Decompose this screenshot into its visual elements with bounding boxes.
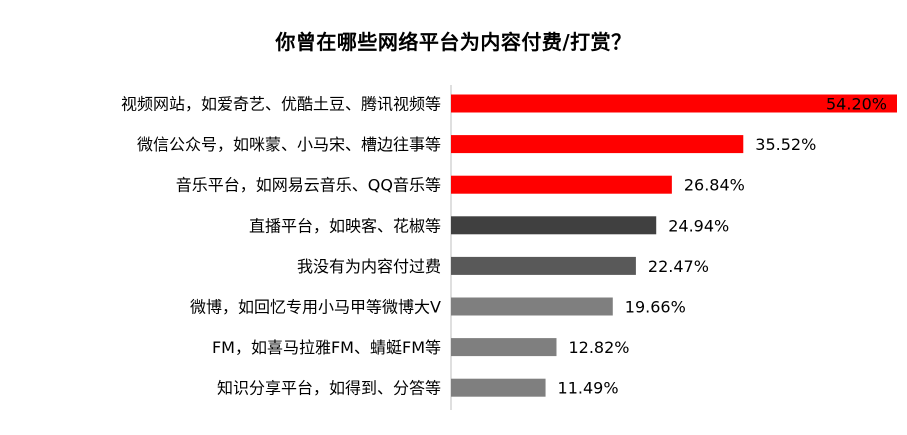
data-label: 11.49% xyxy=(558,379,619,398)
chart-title: 你曾在哪些网络平台为内容付费/打赏？ xyxy=(275,30,632,54)
category-label: 直播平台，如映客、花椒等 xyxy=(249,216,441,235)
category-label: 微信公众号，如咪蒙、小马宋、槽边往事等 xyxy=(137,135,441,154)
bar xyxy=(451,175,672,194)
data-label: 12.82% xyxy=(568,338,629,357)
bar xyxy=(451,256,636,275)
category-label: 知识分享平台，如得到、分答等 xyxy=(217,379,441,398)
data-label: 19.66% xyxy=(625,298,686,317)
data-label: 22.47% xyxy=(648,257,709,276)
category-label: 音乐平台，如网易云音乐、QQ音乐等 xyxy=(176,176,441,195)
category-label: 视频网站，如爱奇艺、优酷土豆、腾讯视频等 xyxy=(121,95,441,114)
bar xyxy=(451,378,546,397)
data-label: 35.52% xyxy=(755,135,816,154)
bar xyxy=(451,297,613,316)
category-label: FM，如喜马拉雅FM、蜻蜓FM等 xyxy=(212,338,441,357)
bar xyxy=(451,94,897,113)
bar xyxy=(451,216,657,235)
bar xyxy=(451,338,557,357)
data-label: 54.20% xyxy=(826,95,887,114)
bar xyxy=(451,135,744,154)
data-label: 26.84% xyxy=(684,176,745,195)
category-label: 微博，如回忆专用小马甲等微博大V xyxy=(190,298,441,317)
data-label: 24.94% xyxy=(668,216,729,235)
category-label: 我没有为内容付过费 xyxy=(297,257,441,276)
